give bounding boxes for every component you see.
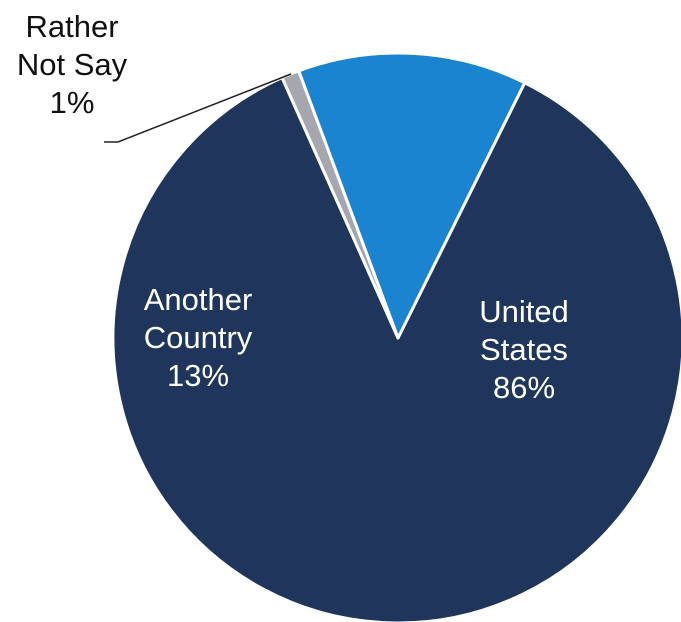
slice-label-another-country: Another Country 13%	[144, 282, 253, 393]
slice-percent-label: 13%	[167, 358, 229, 393]
slice-name-line: Another	[144, 282, 253, 317]
rather-not-say-leader-line	[117, 73, 292, 143]
slice-label-united-states: United States 86%	[479, 294, 569, 405]
slice-percent-label: 1%	[50, 85, 95, 120]
slice-label-rather-not-say: Rather Not Say 1%	[17, 9, 128, 120]
pie-labels: United States 86% Another Country 13% Rather No…	[17, 9, 569, 405]
pie-slice-united-states	[111, 76, 681, 622]
pie-slice-another-country	[297, 51, 527, 340]
pie-slices	[111, 51, 681, 622]
slice-name-line: Country	[144, 320, 253, 355]
slice-name-line: States	[480, 332, 568, 367]
slice-name-line: Not Say	[17, 47, 128, 82]
slice-percent-label: 86%	[493, 370, 555, 405]
slice-name-line: Rather	[25, 9, 118, 44]
slice-name-line: United	[479, 294, 569, 329]
